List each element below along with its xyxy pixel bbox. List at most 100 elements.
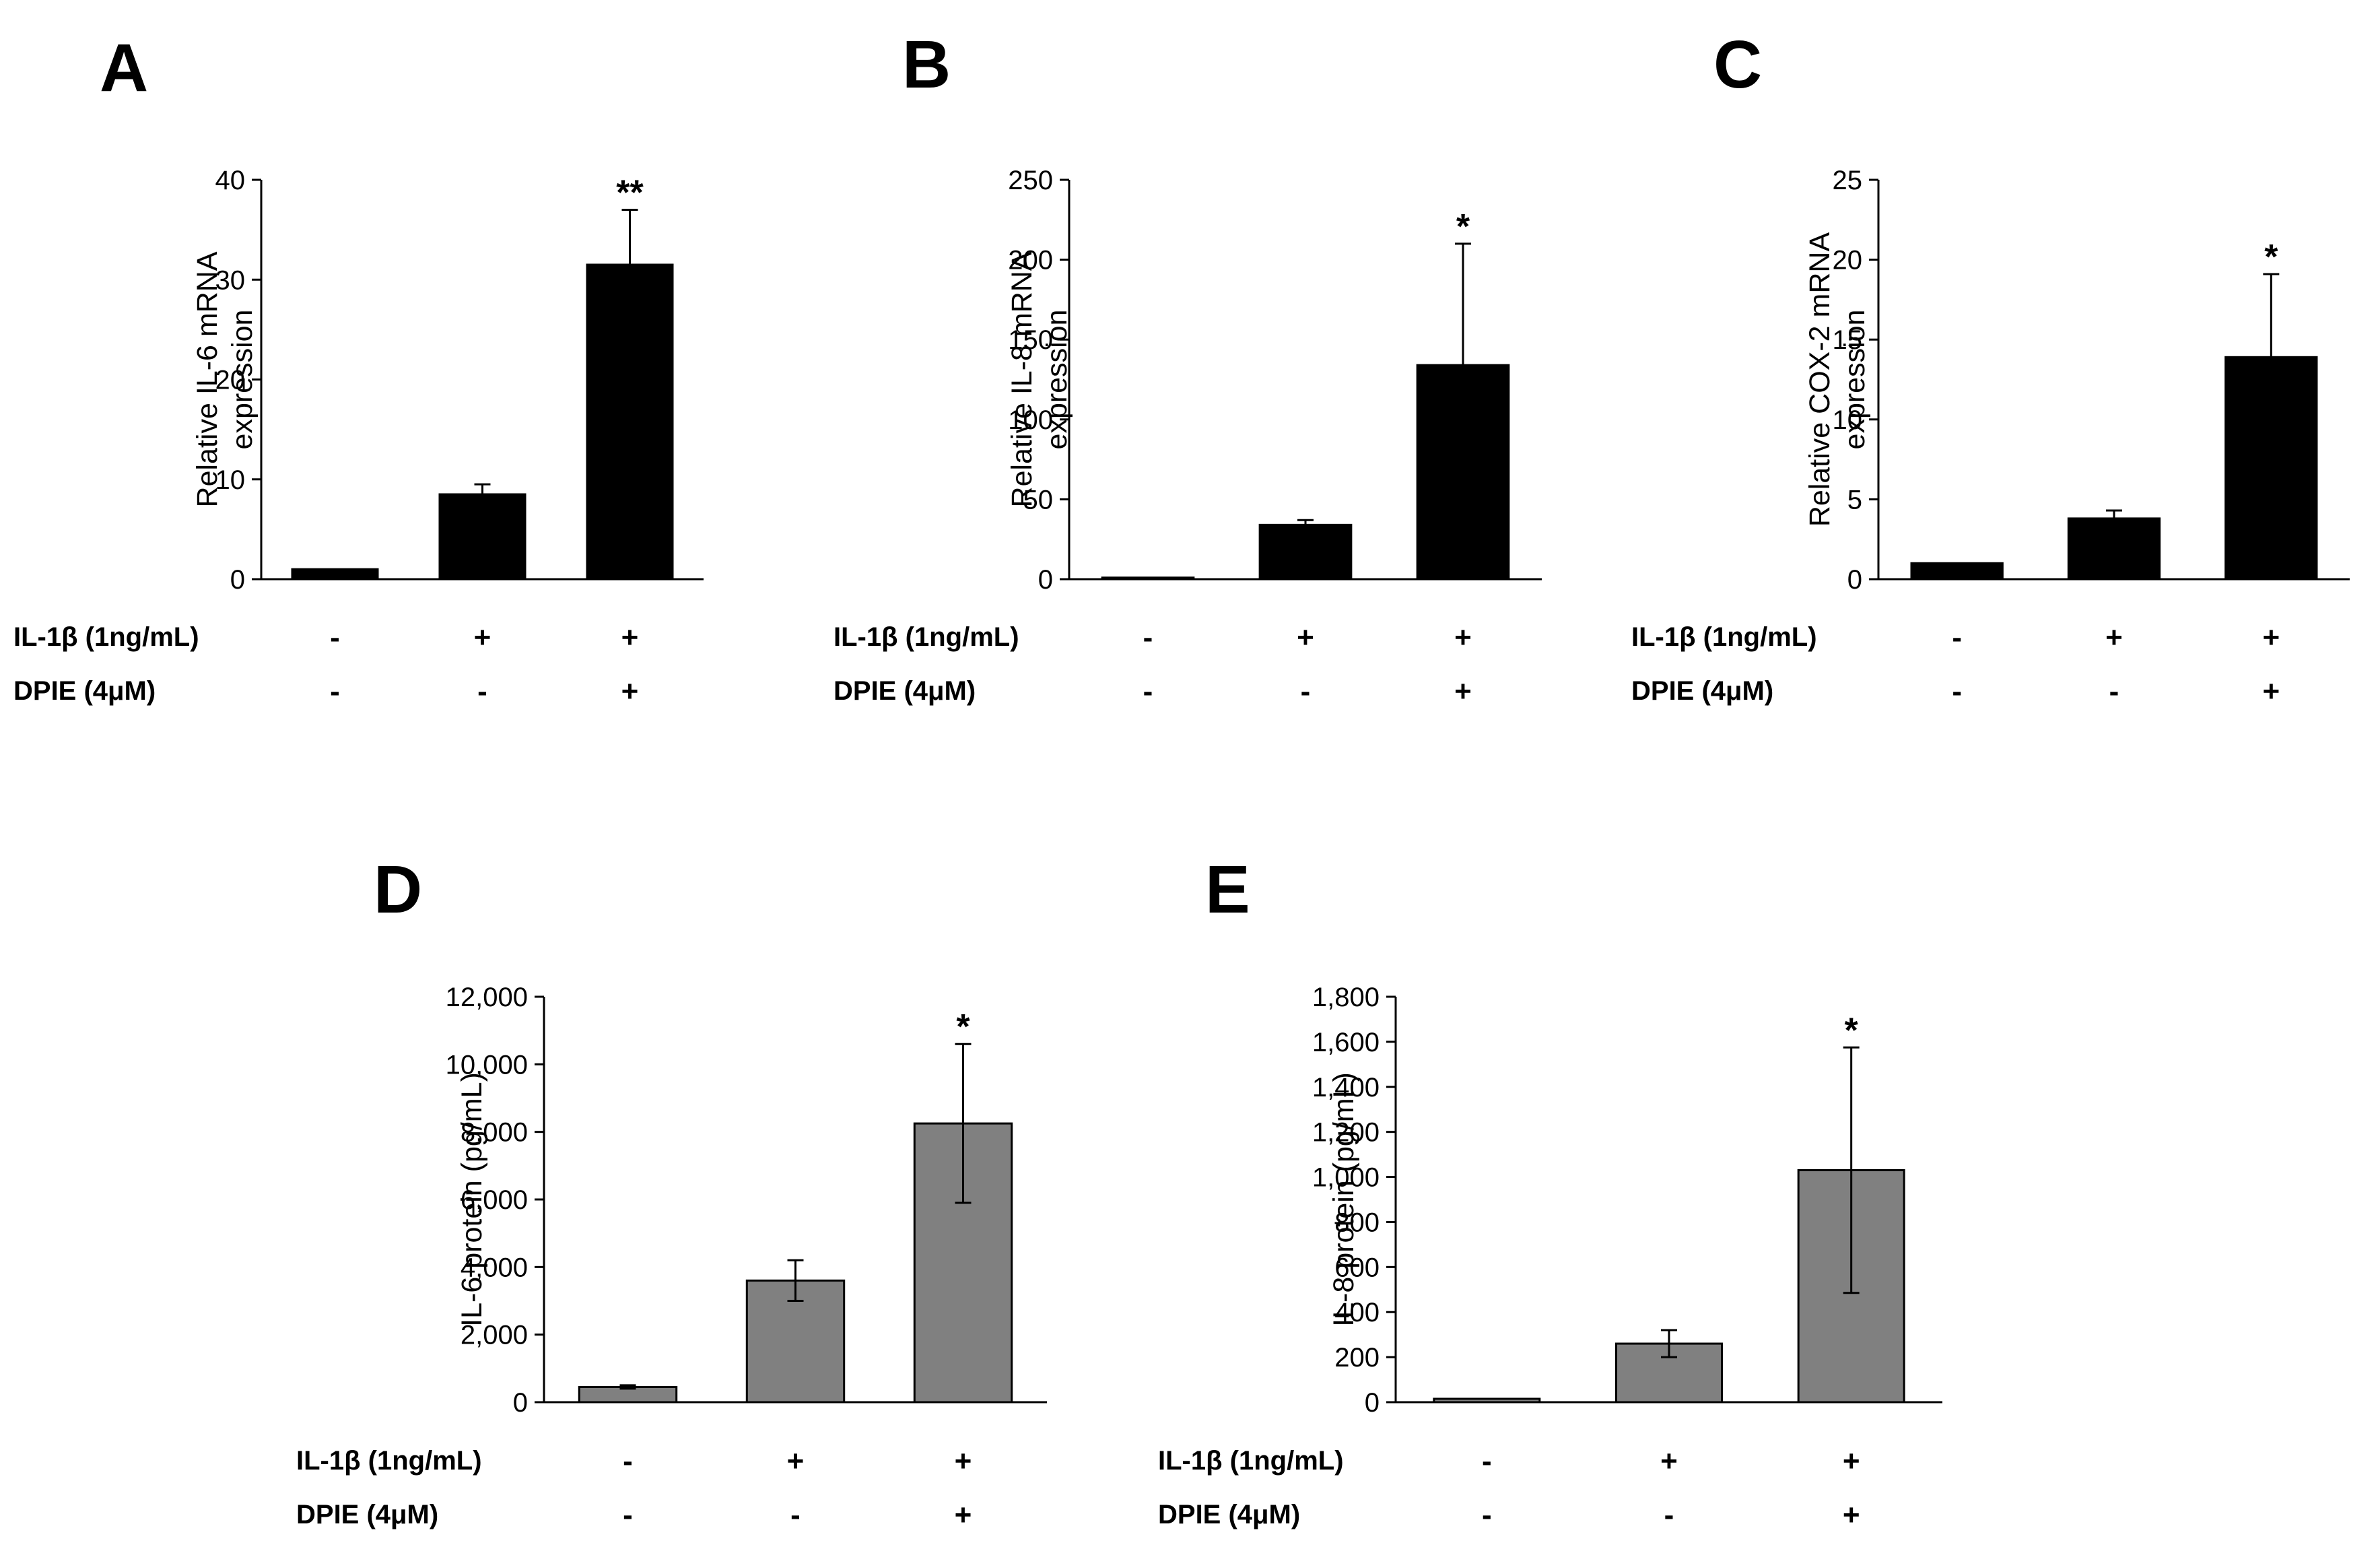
y-axis-label-line: Relative IL-6 mRNA [191,251,224,507]
condition-sign: + [1454,621,1472,654]
condition-sign: + [2262,621,2280,654]
significance-marker: * [1456,207,1470,246]
bar [438,493,526,581]
condition-label: DPIE (4μM) [296,1500,438,1529]
condition-sign: + [474,621,491,654]
condition-sign: + [1843,1498,1860,1531]
y-tick-label: 6,000 [461,1185,528,1215]
bar [2224,356,2318,581]
condition-sign: + [2105,621,2123,654]
y-axis-label: IL-6 protein (pg/mL) [456,1072,488,1327]
y-tick-label: 400 [1334,1298,1380,1327]
y-tick-label: 12,000 [446,983,528,1012]
bar [1101,576,1195,581]
condition-label: IL-1β (1ng/mL) [834,622,1019,652]
condition-label: DPIE (4μM) [834,676,976,706]
significance-marker: * [1845,1011,1859,1050]
condition-sign: - [2109,675,2119,708]
y-tick-label: 4,000 [461,1253,528,1282]
panel-label: D [374,852,422,927]
chart-svg: E 0 200 400 600 800 1,000 1,200 1,400 1,600 1,800 I… [1158,852,1942,1531]
condition-sign: - [1143,675,1153,708]
y-tick-label: 40 [215,166,246,195]
panel-label: A [100,30,148,106]
condition-sign: + [787,1445,805,1478]
condition-sign: - [790,1498,801,1531]
condition-sign: + [955,1498,972,1531]
condition-label: DPIE (4μM) [1158,1500,1300,1529]
y-tick-label: 0 [230,565,245,595]
condition-sign: - [1664,1498,1674,1531]
bar [1910,562,2004,581]
y-tick-label: 1,200 [1312,1118,1380,1148]
chart-svg: C 0 5 10 15 20 25 Relative COX-2 mRNAexpression… [1631,27,2350,708]
condition-sign: - [330,621,340,654]
condition-label: IL-1β (1ng/mL) [1158,1446,1344,1476]
y-tick-label: 0 [1847,565,1862,595]
condition-sign: - [1952,675,1962,708]
y-tick-label: 20 [1833,246,1863,275]
y-axis-label: Relative IL-6 mRNAexpression [191,251,259,507]
panel-label: B [902,27,951,102]
condition-sign: + [2262,675,2280,708]
condition-sign: - [1301,675,1311,708]
y-tick-label: 15 [1833,325,1863,355]
y-tick-label: 10 [215,465,246,495]
bar [586,263,674,581]
condition-label: DPIE (4μM) [1631,676,1773,706]
chart-panel-d: D 0 2,000 4,000 6,000 8,000 10,000 12,000 IL-6 p… [0,774,1047,1549]
y-axis-label-line: expression [1839,310,1871,450]
y-tick-label: 600 [1334,1253,1380,1282]
condition-sign: - [1952,621,1962,654]
bar [1416,364,1510,581]
condition-label: IL-1β (1ng/mL) [1631,622,1817,652]
y-tick-label: 30 [215,265,246,295]
condition-sign: + [621,675,639,708]
chart-svg: A 0 10 20 30 40 Relative IL-6 mRNAexpression **… [13,30,704,708]
bar [1433,1397,1541,1404]
y-tick-label: 1,000 [1312,1163,1380,1193]
y-tick-label: 10,000 [446,1050,528,1080]
y-tick-label: 0 [513,1388,528,1418]
chart-panel-e: E 0 200 400 600 800 1,000 1,200 1,400 1,600 1,800 I… [794,774,1942,1549]
y-tick-label: 25 [1833,166,1863,195]
condition-label: IL-1β (1ng/mL) [13,622,199,652]
y-tick-label: 200 [1334,1343,1380,1373]
condition-sign: - [330,675,340,708]
significance-marker: ** [616,173,644,212]
y-axis-label: Relative COX-2 mRNAexpression [1804,232,1871,527]
condition-sign: - [623,1498,633,1531]
condition-sign: - [1482,1498,1492,1531]
condition-label: DPIE (4μM) [13,676,156,706]
significance-marker: * [956,1008,970,1047]
chart-svg: D 0 2,000 4,000 6,000 8,000 10,000 12,000 IL-6 p… [296,852,1047,1531]
bar [2067,517,2161,581]
chart-svg: B 0 50 100 150 200 250 Relative IL-8 mRNAexpres… [834,27,1542,708]
y-axis-label-line: Relative IL-8 mRNA [1006,251,1038,507]
condition-sign: + [955,1445,972,1478]
chart-panel-b: B 0 50 100 150 200 250 Relative IL-8 mRNAexpres… [794,0,1589,741]
y-axis-label: Relative IL-8 mRNAexpression [1006,251,1073,507]
significance-marker: * [2264,238,2278,277]
bar [291,568,379,581]
y-tick-label: 50 [1023,485,1054,515]
condition-sign: + [1297,621,1314,654]
condition-sign: + [621,621,639,654]
y-axis-label-line: IL-6 protein (pg/mL) [456,1072,488,1327]
condition-sign: + [1843,1445,1860,1478]
condition-sign: - [1482,1445,1492,1478]
y-axis-label: IL-8 protein (pg/mL) [1328,1072,1360,1327]
y-tick-label: 800 [1334,1208,1380,1237]
y-axis-label-line: Relative COX-2 mRNA [1804,232,1836,527]
panel-label: E [1205,852,1250,927]
y-tick-label: 10 [1833,405,1863,435]
y-axis-label-line: expression [1041,310,1073,450]
condition-sign: + [1660,1445,1678,1478]
y-tick-label: 1,800 [1312,983,1380,1012]
y-axis-label-line: IL-8 protein (pg/mL) [1328,1072,1360,1327]
condition-sign: - [1143,621,1153,654]
condition-sign: + [1454,675,1472,708]
y-tick-label: 150 [1008,325,1053,355]
chart-panel-c: C 0 5 10 15 20 25 Relative COX-2 mRNAexpression… [1589,0,2380,741]
condition-sign: - [477,675,487,708]
